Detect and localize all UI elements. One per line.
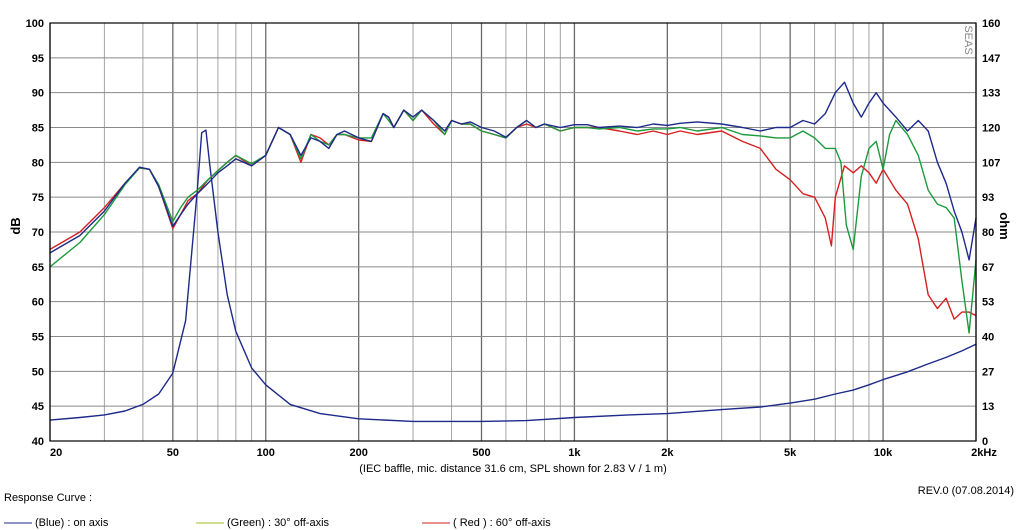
legend-label-blue: (Blue) : on axis — [35, 517, 109, 529]
y-tick-left: 80 — [32, 157, 44, 169]
y-tick-right: 27 — [982, 366, 994, 378]
plot-frame — [49, 22, 977, 442]
y-tick-left: 85 — [32, 123, 44, 135]
y-tick-right: 80 — [982, 227, 994, 239]
x-tick: 1k — [568, 447, 581, 459]
series-line-0 — [49, 81, 977, 261]
x-tick: 500 — [472, 447, 490, 459]
revision-label: REV.0 (07.08.2014) — [918, 485, 1014, 497]
x-tick: 100 — [257, 447, 275, 459]
y-tick-right: 107 — [982, 157, 1000, 169]
y-tick-left: 95 — [32, 53, 44, 65]
x-tick: 5k — [784, 447, 797, 459]
y-tick-left: 55 — [32, 332, 44, 344]
x-tick: 200 — [349, 447, 367, 459]
y-tick-right: 0 — [982, 436, 988, 448]
legend: (Blue) : on axis (Green) : 30° off-axis … — [4, 517, 551, 529]
series-line-3 — [49, 129, 977, 423]
y-tick-right: 160 — [982, 18, 1000, 30]
x-tick: 50 — [167, 447, 179, 459]
legend-title: Response Curve : — [4, 492, 92, 504]
y-tick-left: 65 — [32, 262, 44, 274]
y-tick-right: 67 — [982, 262, 994, 274]
legend-label-red: ( Red ) : 60° off-axis — [453, 517, 551, 529]
y-tick-left: 100 — [26, 18, 44, 30]
y-tick-left: 75 — [32, 192, 44, 204]
y-tick-right: 120 — [982, 123, 1000, 135]
x-tick: 2k — [661, 447, 674, 459]
y-tick-right: 40 — [982, 332, 994, 344]
brand-mark: SEAS — [962, 25, 974, 54]
x-axis-caption: (IEC baffle, mic. distance 31.6 cm, SPL … — [359, 463, 667, 475]
y-tick-right: 93 — [982, 192, 994, 204]
y-tick-left: 60 — [32, 297, 44, 309]
y-tick-left: 70 — [32, 227, 44, 239]
y-axis-left-title: dB — [8, 217, 23, 234]
x-tick: 20 — [50, 447, 62, 459]
y-tick-right: 13 — [982, 401, 994, 413]
y-tick-right: 133 — [982, 88, 1000, 100]
y-tick-left: 50 — [32, 366, 44, 378]
y-tick-left: 45 — [32, 401, 44, 413]
y-tick-left: 40 — [32, 436, 44, 448]
y-tick-right: 53 — [982, 297, 994, 309]
y-tick-right: 147 — [982, 53, 1000, 65]
tick-labels: 40 45 50 55 60 65 70 75 80 85 90 95 100 0 13 27 40 53 67 80… — [26, 18, 1001, 459]
legend-label-green: (Green) : 30° off-axis — [227, 517, 330, 529]
y-tick-left: 90 — [32, 88, 44, 100]
y-axis-right-title: ohm — [997, 212, 1012, 239]
x-tick: 2kHz — [971, 447, 997, 459]
x-tick: 10k — [874, 447, 893, 459]
